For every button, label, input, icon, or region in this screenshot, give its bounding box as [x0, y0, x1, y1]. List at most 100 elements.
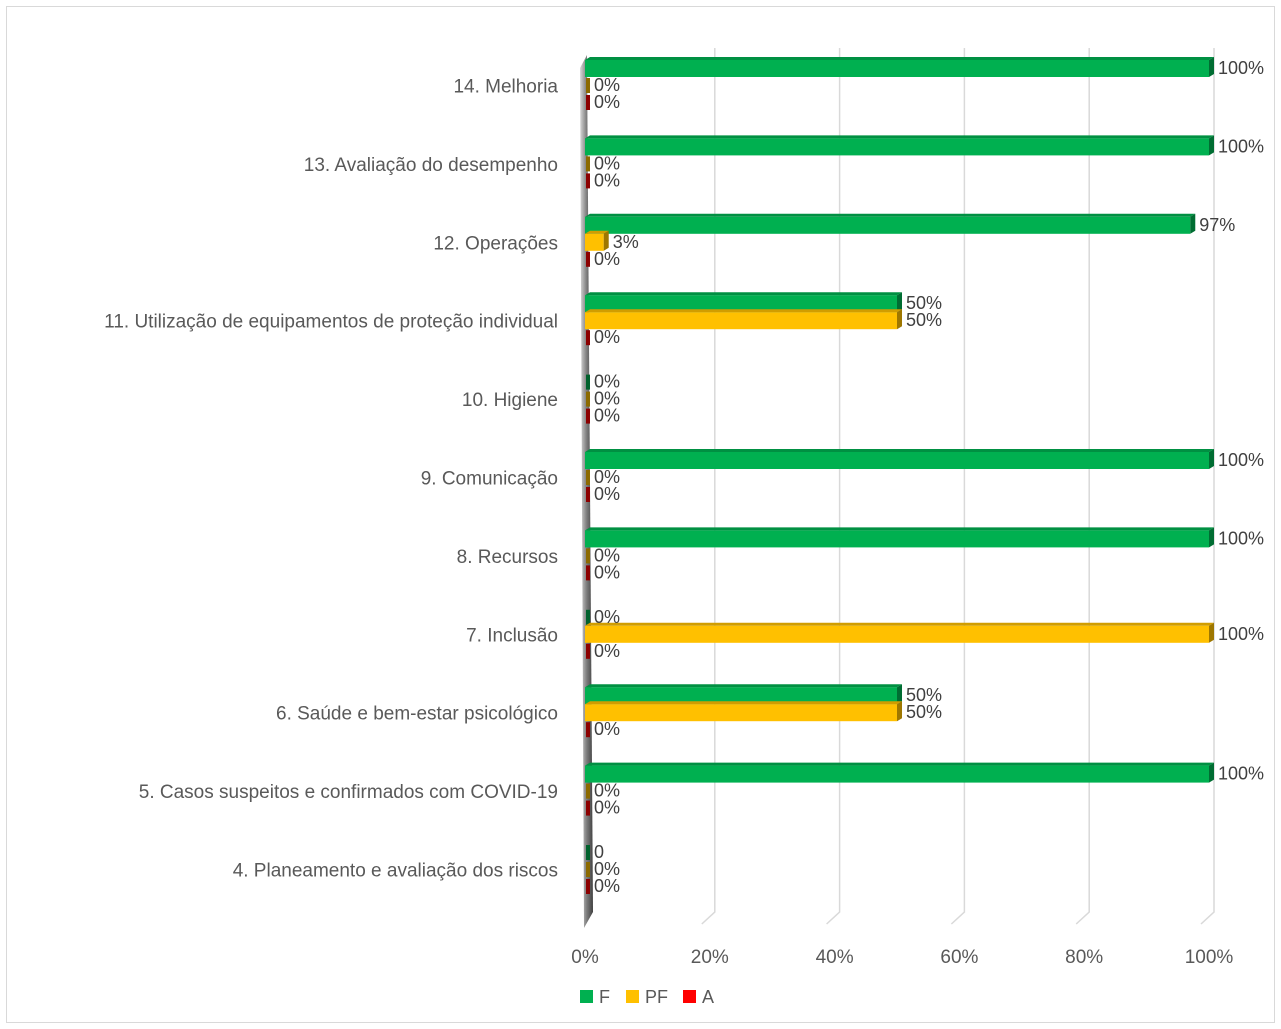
- data-label: 100%: [1218, 528, 1264, 548]
- bar: [586, 845, 590, 860]
- data-label: 100%: [1218, 136, 1264, 156]
- data-label: 50%: [906, 685, 942, 705]
- bar: [586, 565, 590, 581]
- data-label: 0%: [594, 92, 620, 112]
- bar: [586, 862, 590, 877]
- data-label: 97%: [1199, 215, 1235, 235]
- x-tick-label: 20%: [691, 947, 729, 968]
- data-label: 0%: [594, 484, 620, 504]
- bar: [586, 548, 590, 564]
- bars: [585, 57, 1214, 894]
- gridline: [1200, 48, 1215, 925]
- data-label: 50%: [906, 293, 942, 313]
- gridline: [826, 48, 841, 925]
- bar: [585, 292, 902, 313]
- data-label: 100%: [1218, 764, 1264, 784]
- bar: [586, 374, 590, 390]
- legend: F PF A: [580, 987, 714, 1007]
- data-label: 3%: [613, 232, 639, 252]
- bar: [586, 173, 590, 189]
- legend-swatch: [626, 990, 639, 1003]
- data-label: 50%: [906, 310, 942, 330]
- data-labels: 100%0%0%100%0%0%97%3%0%50%50%0%0%0%0%100…: [594, 58, 1264, 896]
- x-tick-label: 60%: [940, 947, 978, 968]
- legend-swatch: [580, 990, 593, 1003]
- bar: [585, 213, 1196, 234]
- gridline: [701, 48, 716, 925]
- data-label: 0%: [594, 372, 620, 392]
- bar: [586, 643, 590, 659]
- category-label: 11. Utilização de equipamentos de proteç…: [104, 312, 558, 333]
- bar: [586, 470, 590, 485]
- bar: [586, 251, 590, 267]
- data-label: 0%: [594, 641, 620, 661]
- category-label: 6. Saúde e bem-estar psicológico: [276, 704, 558, 725]
- bar: [586, 408, 590, 424]
- bar: [586, 156, 590, 172]
- data-label: 0%: [594, 75, 620, 95]
- bar: [586, 487, 590, 502]
- data-label: 0%: [594, 467, 620, 487]
- category-label: 14. Melhoria: [453, 77, 558, 98]
- data-label: 0%: [594, 798, 620, 818]
- legend-entry: F: [599, 987, 610, 1007]
- bar: [586, 800, 590, 816]
- category-label: 10. Higiene: [462, 390, 558, 411]
- bar: [586, 330, 590, 346]
- bar: [585, 449, 1214, 469]
- data-label: 0%: [594, 859, 620, 879]
- category-label: 9. Comunicação: [421, 469, 558, 490]
- x-tick-label: 80%: [1065, 947, 1103, 968]
- bar: [586, 879, 590, 894]
- bar: [586, 95, 590, 110]
- category-label: 4. Planeamento e avaliação dos riscos: [233, 861, 558, 882]
- gridline: [1075, 48, 1090, 925]
- chart-area: [6, 6, 1275, 1023]
- data-label: 0%: [594, 876, 620, 896]
- category-label: 7. Inclusão: [466, 625, 558, 646]
- data-label: 100%: [1218, 450, 1264, 470]
- bar: [586, 783, 590, 799]
- bar: [586, 391, 590, 407]
- data-label: 0%: [594, 153, 620, 173]
- legend-entry: PF: [645, 987, 668, 1007]
- bar: [586, 722, 590, 738]
- bar: [585, 684, 902, 705]
- bar: [585, 57, 1214, 77]
- bar: [585, 701, 902, 722]
- data-label: 0%: [594, 327, 620, 347]
- legend-entry: A: [702, 987, 714, 1007]
- data-label: 100%: [1218, 58, 1264, 78]
- bar: [585, 527, 1214, 548]
- data-label: 0%: [594, 781, 620, 801]
- data-label: 0%: [594, 607, 620, 627]
- category-labels: 14. Melhoria 13. Avaliação do desempenho 1…: [104, 77, 558, 882]
- data-label: 0%: [594, 719, 620, 739]
- category-label: 12. Operações: [433, 233, 558, 254]
- category-label: 13. Avaliação do desempenho: [304, 155, 558, 176]
- bar: [586, 609, 590, 625]
- gridlines: [701, 48, 1215, 925]
- gridline: [950, 48, 966, 925]
- data-label: 0%: [594, 562, 620, 582]
- data-label: 0: [594, 842, 604, 862]
- x-tick-label: 40%: [816, 947, 854, 968]
- data-label: 0%: [594, 406, 620, 426]
- data-label: 0%: [594, 389, 620, 409]
- bar: [585, 622, 1214, 643]
- data-label: 0%: [594, 170, 620, 190]
- data-label: 100%: [1218, 624, 1264, 644]
- x-tick-label: 0%: [571, 947, 599, 968]
- category-label: 8. Recursos: [457, 547, 558, 568]
- legend-swatch: [683, 990, 696, 1003]
- bar: [586, 78, 590, 93]
- category-label: 5. Casos suspeitos e confirmados com COV…: [139, 782, 558, 803]
- data-label: 0%: [594, 249, 620, 269]
- bar: [585, 762, 1214, 783]
- x-tick-label: 100%: [1185, 947, 1234, 968]
- value-axis: 0% 20% 40% 60% 80% 100%: [571, 947, 1233, 968]
- data-label: 0%: [594, 545, 620, 565]
- bar: [585, 230, 609, 251]
- data-label: 50%: [906, 702, 942, 722]
